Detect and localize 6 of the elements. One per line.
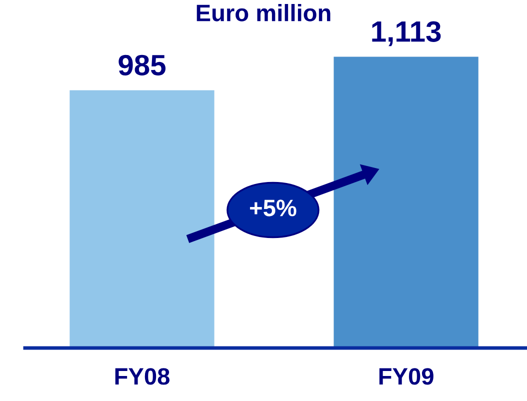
data-label: 985 <box>118 54 166 76</box>
data-label: 1,113 <box>372 21 441 46</box>
annotation: +5% <box>250 200 296 216</box>
x-tick-label: FY08 <box>115 368 170 385</box>
chart-title: Euro million <box>196 4 330 22</box>
x-tick-label: FY09 <box>379 368 434 385</box>
